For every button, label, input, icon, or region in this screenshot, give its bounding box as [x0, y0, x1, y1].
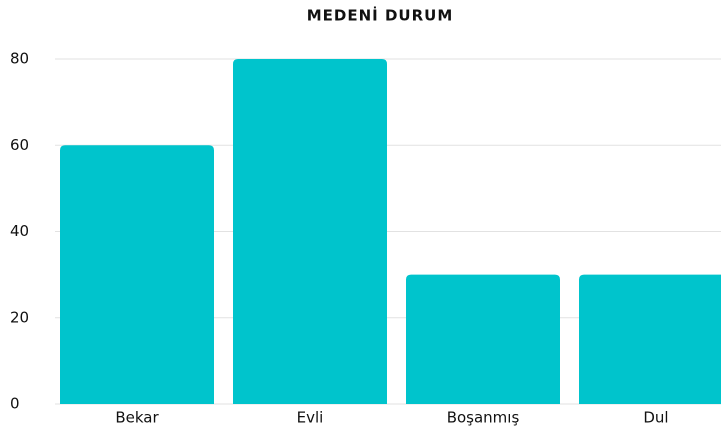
- bar: [579, 274, 721, 404]
- x-tick-label: Evli: [297, 409, 324, 427]
- y-tick-label: 80: [10, 50, 29, 68]
- bar: [60, 145, 214, 404]
- bar: [406, 274, 560, 404]
- y-tick-label: 20: [10, 308, 29, 326]
- x-tick-label: Bekar: [115, 409, 159, 427]
- bar: [233, 59, 387, 404]
- x-tick-label: Boşanmış: [447, 409, 520, 427]
- y-tick-label: 40: [10, 222, 29, 240]
- y-tick-label: 0: [10, 395, 20, 413]
- y-tick-label: 60: [10, 136, 29, 154]
- chart-title: MEDENİ DURUM: [307, 6, 454, 25]
- x-tick-label: Dul: [643, 409, 668, 427]
